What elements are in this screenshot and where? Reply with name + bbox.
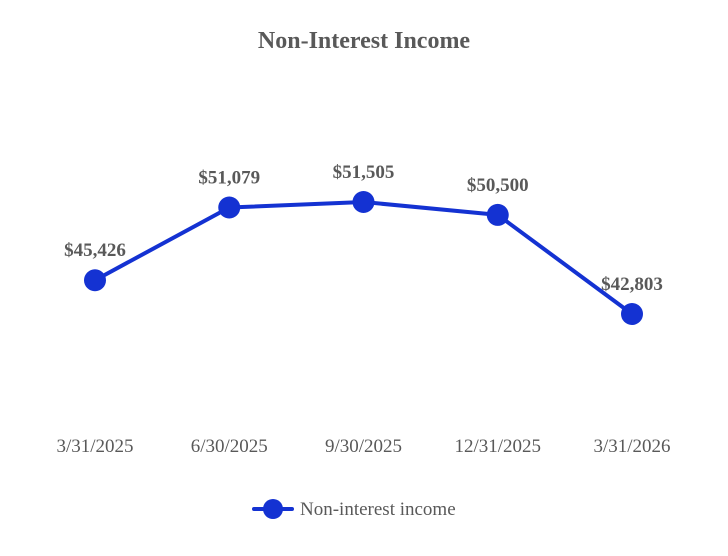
data-label: $51,079 — [198, 167, 260, 188]
plot-area: $45,426 $51,079 $51,505 $50,500 $42,803 3/31/… — [56, 162, 670, 457]
series-line — [94, 200, 634, 316]
data-point — [218, 196, 241, 219]
data-point — [486, 203, 509, 226]
data-label: $50,500 — [467, 175, 529, 196]
x-tick-label: 3/31/2025 — [56, 436, 133, 457]
data-point — [84, 269, 106, 292]
data-label: $42,803 — [601, 274, 663, 295]
chart-title: Non-Interest Income — [258, 28, 471, 54]
legend-label: Non-interest income — [300, 499, 456, 520]
x-tick-label: 9/30/2025 — [325, 436, 402, 457]
legend: Non-interest income — [252, 499, 456, 520]
x-tick-label: 12/31/2025 — [454, 436, 541, 457]
data-label: $45,426 — [64, 240, 126, 261]
data-point — [352, 191, 375, 213]
x-tick-label: 3/31/2026 — [593, 436, 670, 457]
data-point — [621, 303, 643, 325]
x-tick-label: 6/30/2025 — [191, 436, 268, 457]
data-label: $51,505 — [333, 162, 395, 183]
legend-marker-swatch — [263, 499, 283, 519]
